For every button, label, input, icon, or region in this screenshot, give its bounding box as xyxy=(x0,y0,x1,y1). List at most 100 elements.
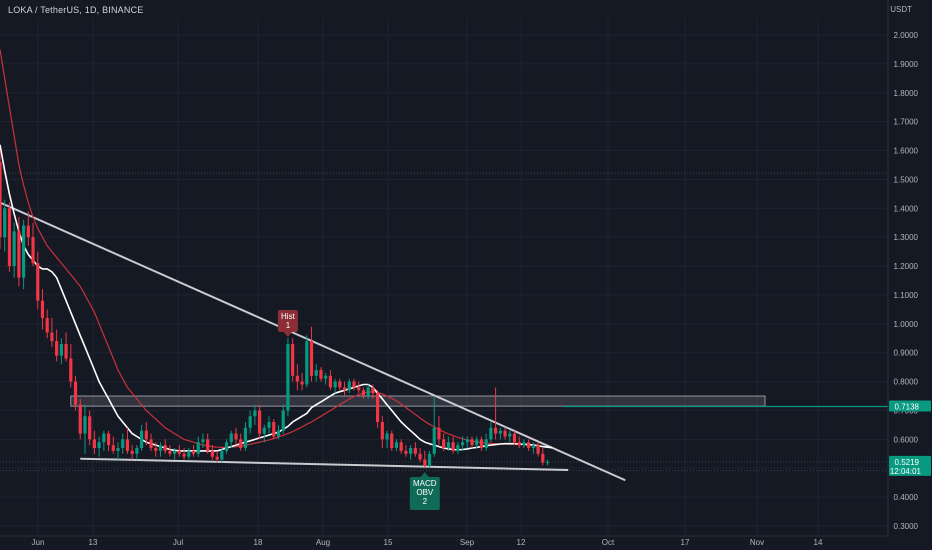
price-tick-label: 1.5000 xyxy=(894,175,919,184)
candle-body xyxy=(371,387,375,394)
candle-body xyxy=(78,404,82,434)
candle-body xyxy=(97,442,101,449)
candle-body xyxy=(239,439,243,449)
candle-body xyxy=(196,442,200,454)
candle-body xyxy=(324,375,328,379)
candle-body xyxy=(361,390,366,397)
time-tick-label: Nov xyxy=(750,538,764,547)
candle-body xyxy=(140,430,144,449)
candle-body xyxy=(45,318,49,333)
candle-body xyxy=(187,450,191,457)
candle-body xyxy=(248,416,252,428)
candle-body xyxy=(418,453,422,460)
candle-body xyxy=(36,263,40,301)
candle-body xyxy=(451,442,455,451)
candle-body xyxy=(319,370,323,379)
candle-body xyxy=(413,448,417,454)
candle-body xyxy=(465,439,469,443)
candle-body xyxy=(404,450,408,454)
candle-body xyxy=(69,358,73,382)
candle-body xyxy=(446,442,450,449)
candle-body xyxy=(224,442,229,451)
candle-body xyxy=(522,442,526,446)
candle-body xyxy=(158,445,163,451)
candle-body xyxy=(130,450,134,454)
resistance-zone[interactable] xyxy=(70,395,766,407)
candle-body xyxy=(437,427,441,440)
candle-body xyxy=(191,450,196,454)
candle-body xyxy=(376,393,380,423)
marker-label: Hist xyxy=(281,312,296,321)
candle-body xyxy=(201,439,205,443)
level-price-label xyxy=(889,400,931,412)
candle-body xyxy=(328,375,332,388)
candle-body xyxy=(423,459,427,466)
candle-body xyxy=(432,427,436,454)
candle-body xyxy=(64,344,68,359)
candle-body xyxy=(479,439,484,449)
candle-body xyxy=(55,341,59,356)
candle-body xyxy=(300,381,304,385)
candle-body xyxy=(427,453,432,466)
price-tick-label: 1.9000 xyxy=(894,60,919,69)
currency-unit: USDT xyxy=(890,5,912,14)
candle-body xyxy=(409,448,413,454)
candle-body xyxy=(442,439,446,449)
candle-body xyxy=(262,427,266,434)
candle-body xyxy=(527,442,531,449)
candle-body xyxy=(173,450,177,454)
candle-body xyxy=(215,456,219,460)
candle-body xyxy=(536,445,540,454)
candle-body xyxy=(206,439,210,451)
candle-body xyxy=(272,422,276,437)
candle-body xyxy=(352,381,356,388)
candle-body xyxy=(380,422,384,440)
time-tick-label: 15 xyxy=(384,538,393,547)
candle-body xyxy=(125,439,130,451)
candle-body xyxy=(291,344,295,376)
signal-marker-macd-obv[interactable] xyxy=(409,477,440,510)
candle-body xyxy=(281,410,285,431)
candle-body xyxy=(314,370,318,376)
candle-body xyxy=(73,381,78,405)
moving-average-fast xyxy=(0,144,553,452)
marker-label: MACD xyxy=(413,479,437,488)
candle-body xyxy=(50,332,54,342)
price-tick-label: 0.3000 xyxy=(894,522,919,531)
time-tick-label: 13 xyxy=(89,538,98,547)
price-tick-label: 1.6000 xyxy=(894,147,919,156)
support-trendline[interactable] xyxy=(80,457,569,471)
candle-body xyxy=(177,450,181,454)
candle-body xyxy=(394,442,399,449)
candle-body xyxy=(17,231,21,278)
candle-body xyxy=(258,410,262,434)
candle-body xyxy=(3,208,7,238)
price-tick-label: 1.4000 xyxy=(894,204,919,213)
price-tick-label: 1.0000 xyxy=(894,320,919,329)
candle-body xyxy=(92,439,96,449)
candle-body xyxy=(102,433,106,443)
candle-body xyxy=(111,445,115,451)
time-axis[interactable] xyxy=(0,536,932,550)
time-tick-label: Jul xyxy=(173,538,183,547)
time-tick-label: 18 xyxy=(254,538,263,547)
price-value: 0.5219 xyxy=(895,458,920,467)
candle-body xyxy=(59,344,63,356)
marker-count: 2 xyxy=(423,497,428,506)
candle-body xyxy=(338,381,342,388)
candle-body xyxy=(83,416,87,434)
candle-body xyxy=(531,445,535,449)
candle-body xyxy=(309,341,314,376)
price-tick-label: 1.3000 xyxy=(894,233,919,242)
candle-body xyxy=(106,433,111,446)
price-tick-label: 0.6000 xyxy=(894,435,919,444)
time-tick-label: Aug xyxy=(316,538,330,547)
price-tick-label: 0.9000 xyxy=(894,349,919,358)
price-tick-label: 2.0000 xyxy=(894,31,919,40)
candle-body xyxy=(22,225,26,278)
time-tick-label: 14 xyxy=(814,538,823,547)
signal-marker-hist[interactable] xyxy=(277,310,298,332)
